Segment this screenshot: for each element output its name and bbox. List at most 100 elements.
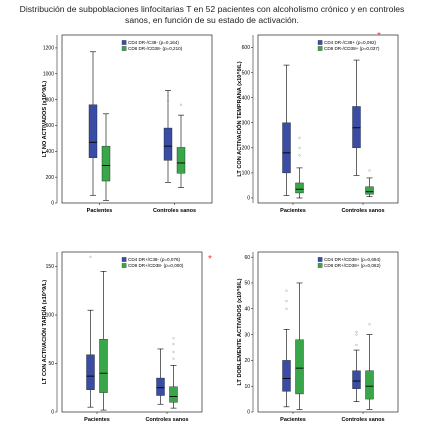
chart-panel-2: 0 100 200 300 400 500 600 LT CON ACTIVACIÓN TEM… [235,31,399,214]
outlier-point [179,103,183,106]
plot-area [257,34,399,204]
legend-swatch [317,40,323,45]
box-blue [352,59,361,176]
x-category-label: Pacientes [84,417,110,423]
legend-swatch [121,257,127,262]
chart-panel-1: 0 200 400 600 800 1000 1200 LT NO ACTIVADOS (x1… [42,34,213,214]
box-iqr [169,386,178,403]
y-tick-label: 200 [242,146,251,152]
box-iqr [352,106,361,149]
box-green [365,169,374,198]
box-iqr [156,377,165,396]
outlier-point [355,330,358,334]
legend-swatch [317,263,323,268]
outlier-point [285,307,288,310]
box-green [101,113,111,201]
box-iqr [176,147,186,174]
box-iqr [365,186,374,195]
y-tick-label: 30 [244,332,250,338]
plot-area [61,251,203,413]
box-blue [88,51,98,196]
y-tick-label: 20 [244,358,250,364]
outlier-point [368,169,371,172]
box-iqr [295,339,304,395]
box-iqr [365,370,374,400]
y-tick-label: 0 [51,410,54,416]
outlier-point [166,99,170,103]
box-iqr [163,127,173,161]
legend: CD4 DR-/C38+ (p=0,092)CD8 DR-/CD38+ (p=0… [317,40,380,51]
outlier-point [172,342,175,346]
y-axis-label: LT CON ACTIVACIÓN TEMPRANA (x10^9/L) [235,61,243,176]
outlier-point [172,350,175,354]
legend-swatch [317,46,323,51]
outlier-point [355,333,358,336]
y-tick-label: 500 [242,70,251,76]
box-iqr [295,182,304,194]
y-tick-label: 300 [242,120,251,126]
figure-title: Distribución de subpoblaciones linfocita… [0,4,424,25]
x-category-label: Controles sanos [145,417,188,423]
y-tick-label: 40 [244,306,250,312]
legend-swatch [121,40,127,45]
box-blue [156,348,165,405]
box-iqr [282,122,291,174]
box-iqr [352,370,361,389]
box-green [295,136,304,199]
box-green [169,337,178,409]
legend-entry: CD4 DR+/C38- (p=0,076) [128,257,181,262]
y-tick-label: 60 [244,255,250,261]
legend: CD4 DR+/CD38+ (p=0,694)CD8 DR+/CD38+ (p=… [317,257,381,268]
outlier-point [285,299,288,303]
y-tick-label: 800 [46,97,55,103]
box-blue [163,90,173,183]
y-axis-label: LT NO ACTIVADOS (x10^9/L) [42,81,48,157]
figure-title-line-1: Distribución de subpoblaciones linfocita… [19,4,405,14]
box-green [99,271,108,411]
box-iqr [282,360,291,392]
legend: CD4 DR-/C38- (p=0,164)CD8 DR-/CD38- (p=0… [121,40,183,51]
y-tick-label: 1000 [43,71,54,77]
box-iqr [101,145,111,182]
legend-entry: CD8 DR-/CD38- (p=0,210) [128,46,183,51]
legend-entry: CD4 DR-/C38+ (p=0,092) [324,40,377,45]
outlier-point [172,357,175,360]
box-blue [352,330,361,402]
y-tick-label: 150 [46,264,55,270]
legend-swatch [317,257,323,262]
y-tick-label: 1200 [43,46,54,52]
box-blue [282,289,291,408]
significance-asterisk: * [208,254,212,265]
outlier-point [298,146,301,149]
figure-title-line-2: sanos, en función de su estado de activa… [125,14,299,25]
box-blue [282,64,291,196]
legend: CD4 DR+/C38- (p=0,076)CD8 DR+/CD38- (p=0… [121,257,184,268]
box-iqr [88,104,98,158]
outlier-point [355,343,358,347]
box-iqr [99,339,108,393]
x-category-label: Pacientes [87,208,113,214]
legend-entry: CD8 DR+/CD38- (p=0,000) [128,263,184,268]
plot-area [61,34,213,204]
y-tick-label: 10 [244,384,250,390]
x-category-label: Controles sanos [341,208,384,214]
box-green [176,103,186,188]
y-tick-label: 600 [242,45,251,51]
y-tick-label: 0 [51,201,54,207]
y-tick-label: 200 [46,175,55,181]
outlier-point [285,289,288,292]
legend-swatch [121,46,127,51]
legend-swatch [121,263,127,268]
y-tick-label: 100 [46,313,55,319]
y-tick-label: 50 [244,281,250,287]
outlier-point [89,255,92,258]
legend-entry: CD8 DR+/CD38+ (p=0,062) [324,263,381,268]
outlier-point [368,323,371,326]
y-tick-label: 600 [46,123,55,129]
box-green [365,323,374,410]
y-axis-label: LT CON ACTIVACIÓN TARDÍA (x10^9/L) [40,280,48,384]
legend-entry: CD4 DR+/CD38+ (p=0,694) [324,257,381,262]
box-iqr [86,354,95,390]
y-tick-label: 50 [48,361,54,367]
